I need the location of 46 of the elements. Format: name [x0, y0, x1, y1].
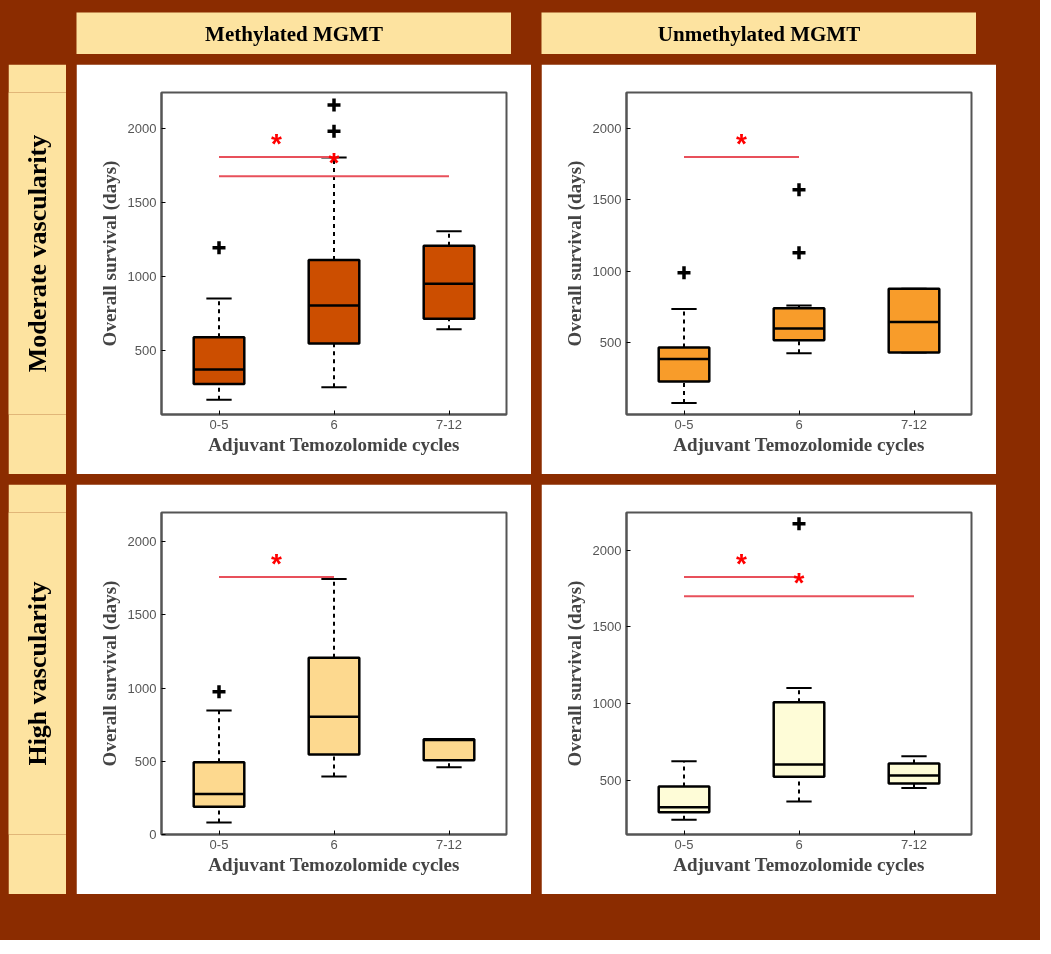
y-tick-label: 500	[599, 335, 622, 351]
y-tick-label: 2000	[127, 534, 157, 550]
annotation: *	[271, 127, 283, 159]
x-axis-title: Adjuvant Temozolomide cycles	[673, 433, 925, 455]
y-tick-label: 500	[134, 343, 157, 359]
annotation: *	[736, 547, 748, 579]
y-axis-title: Overall survival (days)	[563, 160, 586, 347]
x-tick-label: 7-12	[435, 836, 463, 852]
y-axis-title: Overall survival (days)	[98, 580, 121, 767]
x-axis-title: Adjuvant Temozolomide cycles	[673, 853, 925, 875]
y-tick-label: 500	[599, 772, 622, 788]
x-tick-label: 0-5	[209, 416, 229, 432]
y-tick-label: 2000	[592, 542, 622, 558]
chart-title: Methylated MGMT	[205, 21, 383, 46]
annotation: *	[736, 127, 748, 159]
y-tick-label: 1000	[592, 263, 622, 279]
annotation: *	[793, 567, 805, 599]
y-tick-label: 1500	[127, 194, 157, 210]
y-tick-label: 1000	[127, 680, 157, 696]
x-tick-label: 0-5	[674, 416, 694, 432]
y-tick-label: 1000	[592, 695, 622, 711]
x-tick-label: 7-12	[435, 416, 463, 432]
x-axis-title: Adjuvant Temozolomide cycles	[208, 433, 460, 455]
x-tick-label: 6	[330, 416, 338, 432]
y-axis-title: Overall survival (days)	[563, 580, 586, 767]
chart-title: Unmethylated MGMT	[657, 21, 861, 46]
y-tick-label: 1500	[592, 192, 622, 208]
y-tick-label: 1500	[127, 607, 157, 623]
x-tick-label: 7-12	[900, 836, 928, 852]
text: Moderate vascularity	[23, 134, 52, 373]
y-tick-label: 1000	[127, 269, 157, 284]
x-tick-label: 7-12	[900, 416, 928, 432]
x-tick-label: 0-5	[209, 836, 229, 852]
y-axis-title: Overall survival (days)	[98, 160, 121, 347]
x-tick-label: 6	[795, 836, 803, 852]
annotation: *	[271, 547, 283, 579]
y-tick-label: 2000	[127, 120, 157, 136]
x-tick-label: 0-5	[674, 836, 694, 852]
x-tick-label: 6	[330, 836, 338, 852]
y-tick-label: 0	[149, 827, 157, 842]
text: High vascularity	[23, 581, 52, 766]
x-axis-title: Adjuvant Temozolomide cycles	[208, 853, 460, 875]
x-tick-label: 6	[795, 416, 803, 432]
y-tick-label: 500	[134, 753, 157, 769]
y-tick-label: 2000	[592, 120, 622, 136]
y-tick-label: 1500	[592, 619, 622, 635]
